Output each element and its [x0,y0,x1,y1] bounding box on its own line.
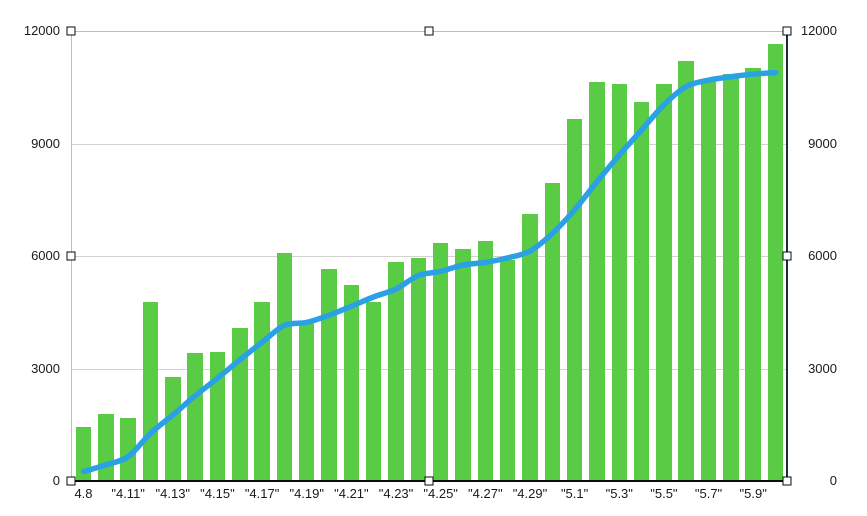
x-tick-label: "4.29" [512,486,548,501]
plot-area[interactable] [66,26,792,486]
selection-handle[interactable] [782,26,792,36]
selection-handle[interactable] [66,476,76,486]
bar[interactable] [589,81,605,481]
bar[interactable] [321,269,337,481]
bar[interactable] [678,60,694,481]
selection-handle[interactable] [782,251,792,261]
bar[interactable] [343,284,360,481]
trend-line-layer [80,69,779,475]
bar[interactable] [477,241,494,481]
bar[interactable] [165,376,181,481]
bar[interactable] [544,182,561,481]
bar[interactable] [410,257,427,481]
y-tick-label-right: 12000 [800,23,837,38]
y-tick-label-left: 3000 [31,360,60,376]
bar[interactable] [656,83,672,481]
x-tick-label: 4.8 [74,486,93,501]
bar[interactable] [432,242,449,481]
bar[interactable] [388,262,404,481]
y-tick-label-left: 0 [52,473,60,488]
bar[interactable] [298,321,315,481]
x-tick-label: "4.25" [423,486,458,501]
x-tick-label: "4.19" [289,486,324,501]
gridline [71,256,787,257]
x-tick-label: "5.3" [605,486,633,501]
x-tick-label: "4.23" [378,486,414,501]
x-tick-label: "5.5" [650,486,678,501]
selection-handle[interactable] [66,251,76,261]
bar[interactable] [566,119,583,481]
trend-line[interactable] [80,69,779,475]
selection-handle[interactable] [424,476,434,486]
gridline [71,368,787,370]
selection-handle[interactable] [424,26,434,36]
bar[interactable] [611,83,627,481]
x-tick-label: "4.21" [334,486,369,501]
bar[interactable] [276,253,293,481]
bar[interactable] [120,417,136,481]
y-tick-label-right: 3000 [808,360,837,376]
y-tick-label-right: 0 [829,473,837,488]
x-tick-label: "5.9" [739,486,767,501]
x-tick-label: "4.11" [111,486,145,501]
y-tick-label-right: 9000 [808,135,837,151]
bar[interactable] [455,248,471,481]
y-tick-label-left: 12000 [23,23,60,38]
x-tick-label: "4.13" [155,486,191,501]
selection-handle[interactable] [66,26,76,36]
bar[interactable] [499,259,516,481]
bar[interactable] [767,44,784,481]
y-tick-label-left: 9000 [31,135,60,151]
bar[interactable] [75,426,92,481]
x-tick-label: "5.1" [560,486,589,501]
bar[interactable] [700,79,717,481]
y-tick-label-right: 6000 [808,248,837,263]
x-tick-label: "4.15" [200,486,235,501]
x-tick-label: "4.17" [244,486,280,501]
y-tick-label-left: 6000 [31,248,60,263]
gridline [71,143,787,145]
bar[interactable] [723,74,739,481]
bar[interactable] [365,301,382,481]
bar[interactable] [633,101,650,481]
bar[interactable] [745,68,761,481]
bar[interactable] [522,214,538,481]
x-tick-label: "5.7" [694,486,723,501]
x-tick-label: "4.27" [468,486,503,501]
bar[interactable] [187,352,203,481]
selection-handle[interactable] [782,476,792,486]
